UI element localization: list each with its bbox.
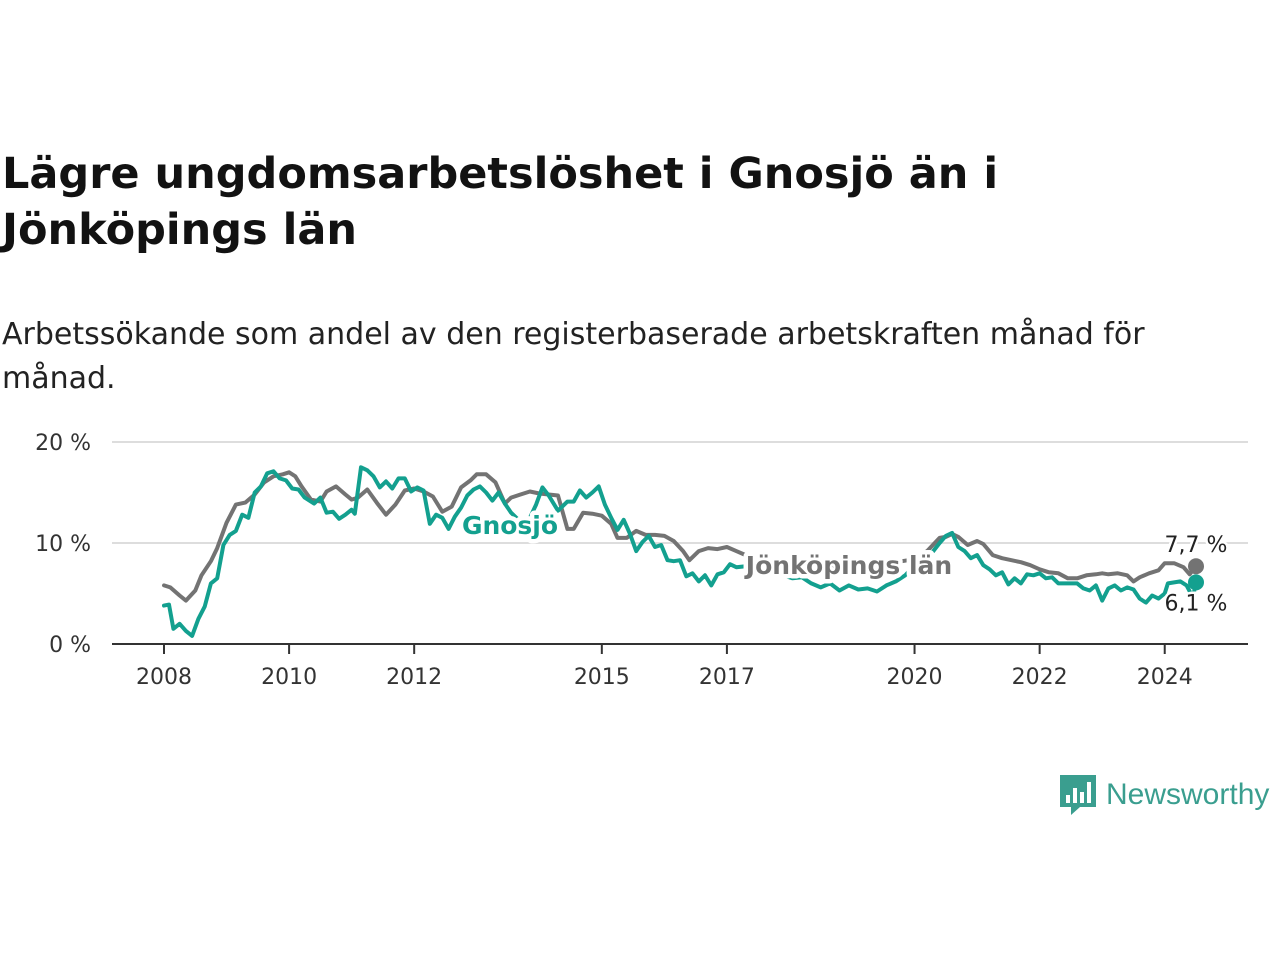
x-tick-label: 2020 <box>887 665 943 690</box>
line-chart: 0 % 10 % 20 % 2008 2010 2012 2015 2017 2020 2022 2… <box>35 431 1248 690</box>
x-tick-label: 2015 <box>574 665 630 690</box>
y-tick-label: 20 % <box>35 431 91 456</box>
x-tick-label: 2024 <box>1137 665 1193 690</box>
x-tick-label: 2012 <box>386 665 442 690</box>
brand-logo: Newsworthy <box>1058 773 1269 817</box>
y-tick-label: 10 % <box>35 532 91 557</box>
series-label-jonkopings-lan: Jönköpings län <box>744 551 952 580</box>
x-tick-label: 2022 <box>1012 665 1068 690</box>
end-label-jonkopings-lan: 7,7 % <box>1165 533 1228 558</box>
x-tick-label: 2010 <box>261 665 317 690</box>
end-label-gnosjo: 6,1 % <box>1165 591 1228 616</box>
series-line-jonkopings-lan <box>162 470 1198 603</box>
series-label-gnosjo: Gnosjö <box>462 511 558 540</box>
y-tick-label: 0 % <box>49 633 91 658</box>
end-dot-gnosjo <box>1188 574 1204 591</box>
newsworthy-logo-icon <box>1060 775 1096 815</box>
chart-subtitle: Arbetssökande som andel av den registerb… <box>2 317 1145 396</box>
series-line-gnosjo <box>162 465 1198 638</box>
x-tick-label: 2017 <box>699 665 755 690</box>
end-dot-jonkopings-lan <box>1188 558 1204 575</box>
brand-name: Newsworthy <box>1106 778 1270 811</box>
x-tick-label: 2008 <box>136 665 192 690</box>
chart-title: Lägre ungdomsarbetslöshet i Gnosjö än i … <box>2 149 999 255</box>
